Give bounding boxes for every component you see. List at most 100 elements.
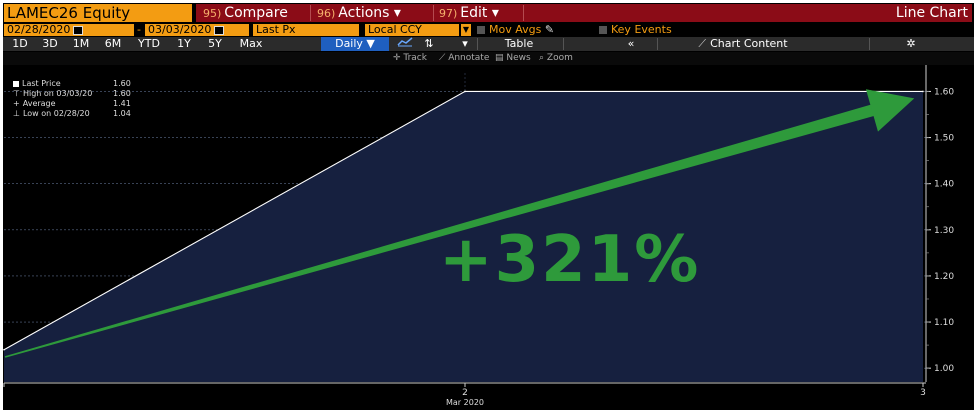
arrow-head bbox=[865, 89, 915, 132]
currency-value: Local CCY bbox=[368, 23, 422, 36]
currency-dropdown-icon[interactable]: ▼ bbox=[461, 24, 471, 36]
y-tick-label: 1.20 bbox=[934, 272, 954, 282]
key-events-label: Key Events bbox=[611, 23, 672, 36]
line-chart-icon bbox=[397, 37, 413, 47]
chart-content-label: Chart Content bbox=[710, 37, 788, 50]
chart-content-button[interactable]: ⟋ Chart Content bbox=[673, 37, 813, 51]
percent-change-annotation: +321% bbox=[439, 223, 701, 297]
period-1m-button[interactable]: 1M bbox=[72, 37, 90, 50]
legend-value: 1.60 bbox=[113, 79, 131, 88]
news-label: News bbox=[506, 53, 531, 63]
gear-icon[interactable]: ✲ bbox=[906, 37, 916, 50]
high-marker-icon: ⊤ bbox=[13, 89, 20, 98]
compare-menu[interactable]: 95) Compare bbox=[203, 4, 288, 22]
menu-bar bbox=[196, 4, 972, 22]
mov-avgs-label: Mov Avgs bbox=[489, 23, 542, 36]
magnifier-icon: ⌕ bbox=[539, 53, 545, 63]
price-point bbox=[3, 348, 5, 351]
key-events-toggle[interactable]: Key Events bbox=[599, 24, 672, 36]
bar-style-button[interactable]: ⇅ bbox=[419, 37, 439, 51]
chart-area[interactable]: 1.00 1.10 1.20 1.30 1.40 1.50 1.60 2 Mar 2020 3 bbox=[3, 65, 974, 410]
legend-label: Average bbox=[22, 99, 56, 108]
settings-bar: 02/28/2020 - 03/03/2020 Last Px Local CC… bbox=[3, 24, 974, 36]
period-toolbar: 1D 3D 1M 6M YTD 1Y 5Y Max Daily ▼ ⇅ ▾ Ta… bbox=[3, 37, 974, 51]
legend-row-last-price: Last Price 1.60 bbox=[13, 79, 131, 89]
calendar-icon[interactable] bbox=[214, 25, 225, 35]
chart-type-label: Line Chart bbox=[895, 5, 968, 21]
legend-value: 1.41 bbox=[113, 99, 131, 108]
chart-content-icon: ⟋ bbox=[698, 37, 707, 50]
period-3d-button[interactable]: 3D bbox=[42, 37, 58, 50]
checkbox-icon[interactable] bbox=[599, 26, 607, 34]
actions-menu-label: Actions ▾ bbox=[338, 5, 401, 21]
y-tick-label: 1.60 bbox=[934, 87, 954, 97]
legend-row-high: ⊤ High on 03/03/20 1.60 bbox=[13, 89, 131, 99]
edit-menu-label: Edit ▾ bbox=[460, 5, 499, 21]
collapse-icon[interactable]: « bbox=[627, 37, 635, 50]
bar-chart-icon: ⇅ bbox=[424, 37, 434, 50]
calendar-icon[interactable] bbox=[73, 25, 84, 35]
period-max-button[interactable]: Max bbox=[239, 37, 263, 50]
zoom-label: Zoom bbox=[546, 53, 573, 63]
date-range-dash: - bbox=[137, 23, 141, 36]
y-tick-label: 1.10 bbox=[934, 318, 954, 328]
edit-menu[interactable]: 97) Edit ▾ bbox=[439, 4, 499, 22]
x-tick-sublabel: Mar 2020 bbox=[446, 398, 484, 407]
actions-menu-number: 96) bbox=[317, 7, 336, 20]
news-icon: ▤ bbox=[495, 53, 504, 63]
growth-arrow bbox=[4, 89, 915, 358]
start-date-value: 02/28/2020 bbox=[7, 23, 71, 36]
legend-label: High on 03/03/20 bbox=[22, 89, 93, 98]
y-tick-label: 1.40 bbox=[934, 180, 954, 190]
annotate-label: Annotate bbox=[448, 53, 490, 63]
line-style-button[interactable] bbox=[393, 37, 417, 51]
chart-legend: Last Price 1.60 ⊤ High on 03/03/20 1.60 + Av… bbox=[13, 79, 131, 119]
period-1d-button[interactable]: 1D bbox=[12, 37, 28, 50]
currency-selector[interactable]: Local CCY bbox=[365, 24, 459, 36]
annotate-icon: ⟋ bbox=[439, 53, 446, 63]
price-point bbox=[464, 90, 466, 93]
frequency-selector[interactable]: Daily ▼ bbox=[321, 37, 389, 51]
period-6m-button[interactable]: 6M bbox=[104, 37, 122, 50]
zoom-tool[interactable]: ⌕ Zoom bbox=[539, 52, 573, 65]
annotate-tool[interactable]: ⟋ Annotate bbox=[439, 52, 489, 65]
tool-strip: ✛ Track ⟋ Annotate ▤ News ⌕ Zoom bbox=[3, 52, 974, 65]
actions-menu[interactable]: 96) Actions ▾ bbox=[317, 4, 401, 22]
field-selector-value: Last Px bbox=[256, 23, 296, 36]
low-marker-icon: ⊥ bbox=[13, 109, 20, 118]
style-dropdown-icon[interactable]: ▾ bbox=[462, 37, 468, 50]
track-tool[interactable]: ✛ Track bbox=[393, 52, 427, 65]
bloomberg-terminal-window: LAMEC26 Equity 95) Compare 96) Actions ▾ 9… bbox=[3, 3, 974, 410]
mov-avgs-toggle[interactable]: Mov Avgs ✎ bbox=[477, 24, 554, 36]
toolbar-divider bbox=[869, 38, 870, 50]
menu-divider bbox=[523, 5, 524, 21]
start-date-field[interactable]: 02/28/2020 bbox=[4, 24, 134, 36]
news-tool[interactable]: ▤ News bbox=[495, 52, 531, 65]
pencil-icon[interactable]: ✎ bbox=[544, 23, 555, 36]
compare-menu-label: Compare bbox=[224, 5, 288, 21]
end-date-field[interactable]: 03/03/2020 bbox=[145, 24, 249, 36]
table-button[interactable]: Table bbox=[504, 37, 534, 50]
period-5y-button[interactable]: 5Y bbox=[208, 37, 222, 50]
price-point bbox=[922, 90, 924, 93]
toolbar-divider bbox=[477, 38, 478, 50]
menu-divider bbox=[433, 5, 434, 21]
field-selector[interactable]: Last Px bbox=[253, 24, 359, 36]
checkbox-icon[interactable] bbox=[477, 26, 485, 34]
legend-value: 1.04 bbox=[113, 109, 131, 118]
legend-value: 1.60 bbox=[113, 89, 131, 98]
period-ytd-button[interactable]: YTD bbox=[138, 37, 160, 50]
y-tick-label: 1.00 bbox=[934, 364, 954, 374]
average-marker-icon: + bbox=[13, 99, 20, 108]
y-tick-label: 1.30 bbox=[934, 226, 954, 236]
edit-menu-number: 97) bbox=[439, 7, 458, 20]
compare-menu-number: 95) bbox=[203, 7, 222, 20]
ticker-field[interactable]: LAMEC26 Equity bbox=[4, 4, 192, 22]
legend-row-low: ⊥ Low on 02/28/20 1.04 bbox=[13, 109, 131, 119]
period-1y-button[interactable]: 1Y bbox=[177, 37, 191, 50]
end-date-value: 03/03/2020 bbox=[148, 23, 212, 36]
legend-label: Low on 02/28/20 bbox=[22, 109, 90, 118]
